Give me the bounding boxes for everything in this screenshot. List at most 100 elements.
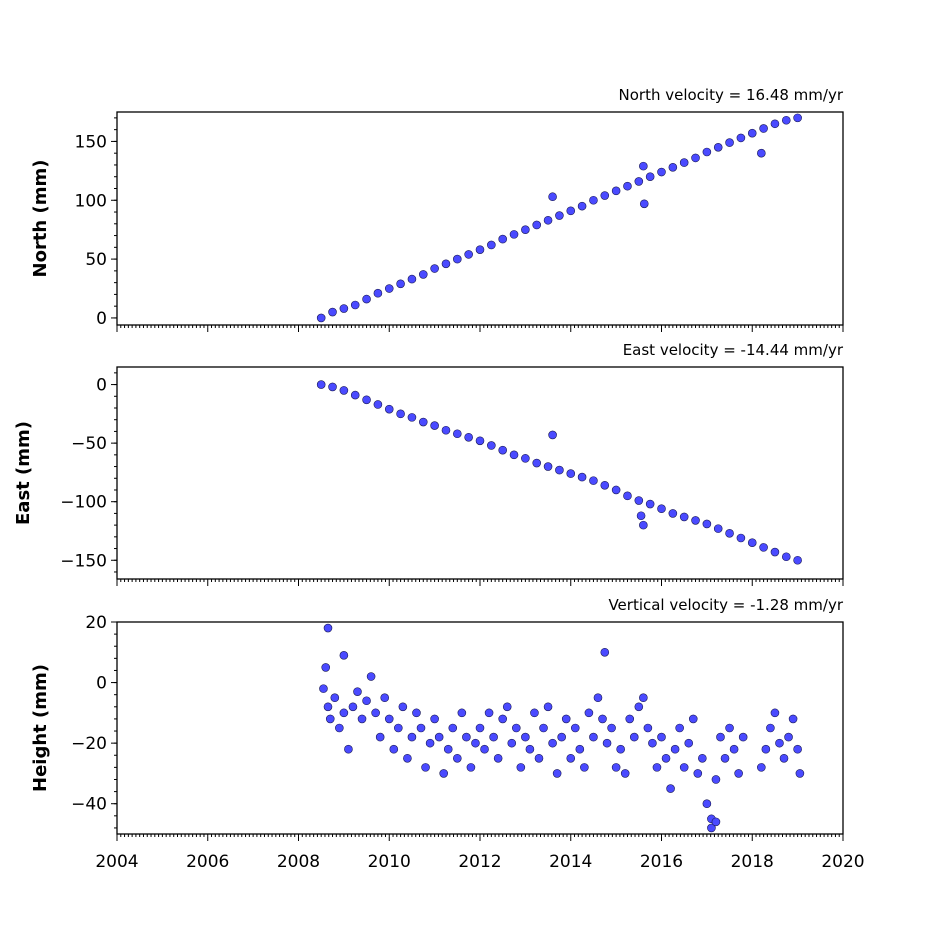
data-point	[362, 395, 371, 405]
data-point	[530, 708, 539, 718]
panel-east-frame	[116, 366, 844, 580]
data-point	[793, 555, 802, 565]
data-point	[384, 404, 394, 414]
data-point	[600, 480, 610, 490]
data-point	[493, 753, 503, 763]
data-point	[430, 714, 439, 724]
data-point	[521, 732, 530, 742]
data-point	[548, 430, 557, 440]
data-point	[441, 259, 451, 269]
data-point	[462, 732, 471, 742]
data-point	[770, 547, 780, 557]
data-point	[589, 476, 598, 485]
data-point	[725, 529, 734, 538]
data-point	[407, 732, 417, 742]
data-point	[781, 552, 791, 562]
panel-east: East velocity = -14.44 mm/yr East (mm) 0 −5…	[13, 341, 844, 586]
data-point	[403, 753, 412, 763]
data-point	[577, 201, 587, 211]
data-point	[634, 496, 644, 505]
data-point	[543, 215, 553, 225]
data-point	[441, 425, 451, 435]
data-point	[707, 823, 716, 833]
data-point	[577, 472, 587, 482]
y-tick-label: 0	[96, 674, 107, 694]
data-point	[384, 714, 394, 724]
data-point	[457, 708, 467, 718]
data-point	[657, 504, 666, 514]
data-point	[502, 702, 512, 712]
data-point	[464, 250, 473, 259]
data-point	[698, 753, 707, 763]
data-point	[580, 763, 589, 772]
data-point	[661, 753, 671, 763]
data-point	[498, 234, 507, 244]
data-point	[702, 799, 712, 809]
data-point	[679, 763, 689, 772]
data-point	[720, 753, 730, 763]
data-point	[416, 723, 426, 733]
data-point	[770, 119, 780, 129]
y-tick-label: 50	[85, 250, 107, 270]
data-point	[675, 723, 684, 733]
y-tick-label: −50	[71, 434, 107, 454]
data-point	[759, 543, 768, 552]
data-point	[584, 708, 594, 718]
data-point	[725, 723, 734, 733]
data-point	[371, 708, 380, 718]
data-point	[645, 499, 655, 509]
data-point	[639, 161, 648, 171]
data-point	[566, 206, 576, 216]
x-tick-label: 2020	[821, 852, 864, 872]
data-point	[498, 445, 507, 455]
data-point	[439, 769, 449, 778]
data-point	[611, 763, 621, 772]
y-tick-label: 150	[75, 132, 107, 152]
data-point	[781, 115, 791, 125]
x-tick-label: 2004	[95, 852, 138, 872]
data-point	[443, 744, 453, 754]
data-point	[679, 158, 689, 167]
data-point	[384, 284, 394, 293]
data-point	[464, 432, 473, 442]
data-point	[389, 744, 399, 754]
data-point	[645, 172, 655, 182]
data-point	[350, 300, 360, 310]
data-point	[589, 732, 598, 742]
data-point	[323, 702, 333, 712]
data-point	[611, 186, 621, 196]
data-point	[611, 485, 621, 495]
panel-north-title: North velocity = 16.48 mm/yr	[619, 86, 844, 104]
data-point	[555, 211, 564, 220]
data-point	[770, 708, 780, 718]
panel-north-ylabel: North (mm)	[30, 160, 51, 278]
data-point	[466, 763, 476, 772]
data-point	[319, 684, 328, 693]
data-point	[788, 714, 798, 724]
data-point	[747, 128, 757, 138]
data-point	[668, 163, 678, 172]
data-point	[521, 225, 530, 234]
data-point	[548, 738, 557, 748]
data-point	[643, 723, 653, 733]
data-point	[779, 753, 789, 763]
panel-height-frame	[116, 621, 844, 835]
data-point	[487, 240, 496, 250]
data-point	[566, 753, 576, 763]
x-tick-label: 2016	[640, 852, 683, 872]
data-point	[702, 147, 712, 157]
data-point	[600, 191, 610, 200]
data-point	[421, 763, 430, 772]
data-point	[736, 533, 746, 543]
data-point	[448, 723, 458, 733]
data-point	[339, 708, 349, 718]
panel-height-title: Vertical velocity = -1.28 mm/yr	[608, 596, 843, 614]
data-point	[691, 516, 700, 525]
data-point	[328, 382, 337, 392]
data-point	[509, 450, 519, 460]
data-point	[475, 436, 485, 446]
data-point	[561, 714, 571, 724]
data-point	[598, 714, 607, 724]
data-point	[516, 763, 526, 772]
data-point	[607, 723, 616, 733]
